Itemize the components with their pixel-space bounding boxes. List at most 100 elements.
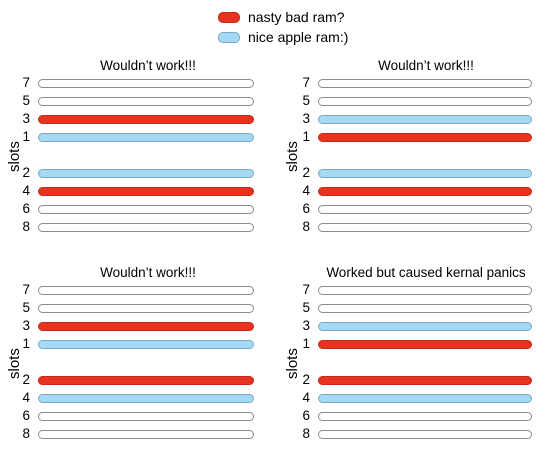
nice-ram-module: [318, 169, 532, 178]
slot-row: 1: [300, 129, 553, 145]
slot-row: 7: [22, 282, 292, 298]
panel-title: Wouldn’t work!!!: [100, 265, 196, 280]
slot-number: 5: [22, 93, 30, 108]
slot-panel: Wouldn’t work!!! slots 7 5 3 1 2 4 6 8: [284, 58, 553, 258]
empty-slot: [318, 430, 532, 439]
slot-row: 6: [300, 201, 553, 217]
slot-number: 2: [22, 165, 30, 180]
panel-title: Worked but caused kernal panics: [326, 265, 526, 280]
slot-number: 5: [302, 93, 310, 108]
slot-row: 7: [300, 282, 553, 298]
slot-row: 3: [22, 318, 292, 334]
slot-row: 8: [300, 426, 553, 442]
slot-number: 2: [302, 372, 310, 387]
slot-row: 6: [300, 408, 553, 424]
nice-ram-module: [38, 169, 254, 178]
empty-slot: [38, 286, 254, 295]
empty-slot: [38, 430, 254, 439]
panel-title: Wouldn’t work!!!: [100, 58, 196, 73]
nice-ram-module: [38, 340, 254, 349]
slot-row: 2: [300, 372, 553, 388]
slot-row: 3: [300, 318, 553, 334]
slot-number: 7: [22, 282, 30, 297]
slot-number: 2: [302, 165, 310, 180]
slot-number: 1: [302, 336, 310, 351]
slot-number: 4: [22, 183, 30, 198]
nice-ram-module: [318, 394, 532, 403]
bad-ram-module: [38, 187, 254, 196]
slot-row: 5: [22, 300, 292, 316]
empty-slot: [318, 286, 532, 295]
slot-number: 5: [302, 300, 310, 315]
slot-number: 6: [302, 201, 310, 216]
slot-number: 7: [302, 282, 310, 297]
slot-number: 1: [22, 129, 30, 144]
slot-number: 6: [22, 201, 30, 216]
nice-ram-module: [38, 133, 254, 142]
slot-number: 3: [22, 318, 30, 333]
slot-row: 8: [22, 426, 292, 442]
slot-row: 5: [300, 93, 553, 109]
slot-number: 7: [302, 75, 310, 90]
slot-number: 1: [22, 336, 30, 351]
slot-row: 4: [22, 183, 292, 199]
slot-row: 3: [22, 111, 292, 127]
legend-label-nice-ram: nice apple ram:): [248, 29, 349, 45]
nice-ram-module: [318, 115, 532, 124]
empty-slot: [38, 79, 254, 88]
slot-number: 5: [22, 300, 30, 315]
empty-slot: [318, 412, 532, 421]
bad-ram-module: [38, 322, 254, 331]
empty-slot: [318, 97, 532, 106]
empty-slot: [38, 97, 254, 106]
slot-row: 7: [22, 75, 292, 91]
bad-ram-module: [38, 376, 254, 385]
bad-ram-module: [318, 376, 532, 385]
slot-row: 3: [300, 111, 553, 127]
slot-number: 8: [22, 426, 30, 441]
empty-slot: [38, 223, 254, 232]
empty-slot: [318, 223, 532, 232]
legend-label-bad-ram: nasty bad ram?: [248, 9, 345, 25]
slot-row: 6: [22, 408, 292, 424]
slot-row: 1: [22, 129, 292, 145]
slot-number: 8: [22, 219, 30, 234]
slot-number: 3: [302, 318, 310, 333]
bad-ram-module: [38, 115, 254, 124]
empty-slot: [38, 412, 254, 421]
slot-row: 5: [22, 93, 292, 109]
slot-row: 6: [22, 201, 292, 217]
slot-number: 7: [22, 75, 30, 90]
nice-ram-module: [38, 394, 254, 403]
empty-slot: [318, 79, 532, 88]
slot-row: 1: [22, 336, 292, 352]
slot-number: 6: [22, 408, 30, 423]
slot-row: 2: [300, 165, 553, 181]
empty-slot: [318, 205, 532, 214]
slot-number: 8: [302, 426, 310, 441]
slot-row: 4: [22, 390, 292, 406]
bad-ram-swatch: [218, 12, 240, 23]
nice-ram-swatch: [218, 32, 240, 43]
slot-number: 4: [22, 390, 30, 405]
slot-number: 1: [302, 129, 310, 144]
empty-slot: [38, 304, 254, 313]
slot-number: 3: [302, 111, 310, 126]
bad-ram-module: [318, 187, 532, 196]
slot-row: 4: [300, 390, 553, 406]
slot-number: 4: [302, 390, 310, 405]
slot-row: 5: [300, 300, 553, 316]
slot-number: 4: [302, 183, 310, 198]
empty-slot: [38, 205, 254, 214]
slot-row: 1: [300, 336, 553, 352]
slot-panel: Wouldn’t work!!! slots 7 5 3 1 2 4 6 8: [6, 265, 292, 465]
slot-row: 8: [300, 219, 553, 235]
nice-ram-module: [318, 322, 532, 331]
empty-slot: [318, 304, 532, 313]
slot-panel: Worked but caused kernal panics slots 7 5 3 1…: [284, 265, 553, 465]
slot-number: 3: [22, 111, 30, 126]
slot-row: 2: [22, 165, 292, 181]
slot-number: 2: [22, 372, 30, 387]
slot-number: 6: [302, 408, 310, 423]
panel-title: Wouldn’t work!!!: [378, 58, 474, 73]
